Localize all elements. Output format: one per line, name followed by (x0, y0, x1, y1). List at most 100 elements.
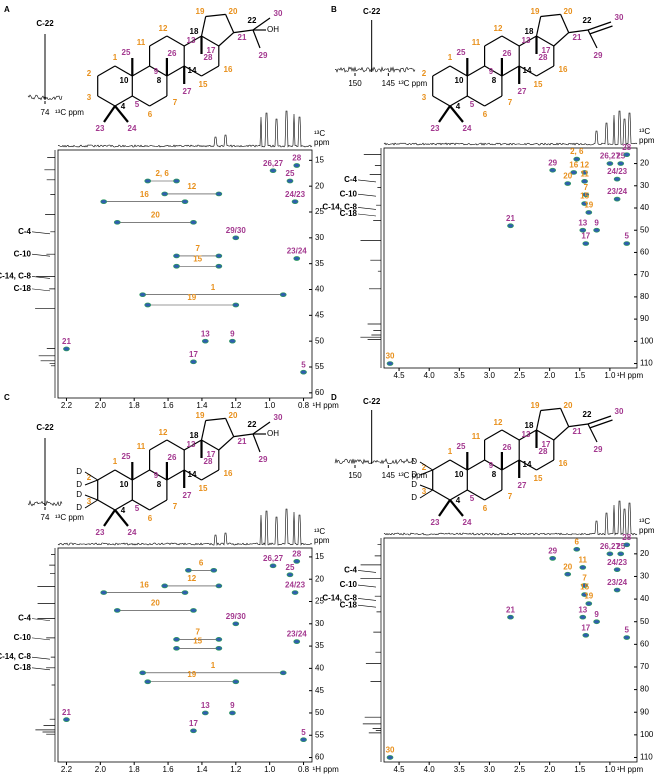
x-unit: ¹H ppm (617, 765, 644, 774)
bond (183, 65, 202, 77)
atom-label: 6 (483, 110, 488, 119)
atom-label: 4 (121, 506, 126, 515)
y-tick-label: 60 (315, 753, 324, 762)
bond (540, 407, 561, 412)
atom-label: 25 (457, 442, 466, 451)
cross-peak (190, 608, 197, 613)
peak-label: 7 (582, 574, 587, 583)
x-tick-label: 0.8 (298, 765, 310, 774)
x-tick-label: 2.0 (544, 765, 556, 774)
peak-label: 16 (140, 190, 149, 199)
peak-label: 5 (625, 626, 630, 635)
carbon-leader (31, 637, 51, 641)
y-unit-bottom: ppm (314, 536, 330, 545)
atom-label: 17 (542, 440, 551, 449)
carbon-leader (357, 213, 377, 217)
hydroxyl-label: OH (267, 429, 279, 438)
peak-label: 5 (301, 360, 306, 369)
peak-label: 28 (292, 549, 301, 558)
bond (501, 35, 520, 47)
inset-unit: ¹³C ppm (398, 471, 427, 480)
carbon-projection (360, 148, 382, 368)
atom-label: 1 (113, 457, 118, 466)
peak-label: 24/23 (607, 167, 628, 176)
cross-peak (229, 710, 236, 716)
cross-peak (161, 583, 169, 589)
cross-peak (215, 637, 223, 642)
bond (200, 16, 207, 37)
cross-peak (232, 621, 240, 627)
y-unit-top: ¹³C (639, 127, 650, 136)
bond (536, 459, 555, 471)
bond (587, 29, 598, 49)
bond (97, 469, 116, 481)
deuterium-label: D (76, 503, 82, 512)
atom-label: 1 (113, 53, 118, 62)
inset-trace (334, 458, 416, 465)
inset-tick-label: 145 (382, 471, 396, 480)
bond (438, 105, 451, 123)
carbon-label: C-4 (344, 566, 357, 575)
bond (540, 13, 561, 18)
carbon-leader (31, 253, 51, 257)
bond (166, 35, 185, 47)
atom-label: 7 (173, 502, 178, 511)
bond (438, 499, 451, 517)
bond (484, 489, 503, 501)
carbon-label: C-10 (14, 633, 32, 642)
x-tick-label: 1.4 (196, 765, 208, 774)
bond (183, 439, 202, 451)
cross-peak (613, 567, 621, 573)
cross-peak (232, 235, 240, 241)
cross-peak (232, 679, 240, 685)
peak-label: 24/23 (607, 558, 628, 567)
peak-label: 21 (506, 214, 515, 223)
bond (589, 419, 613, 429)
cross-peak (300, 369, 307, 375)
bond (252, 421, 271, 435)
peak-label: 26,27 (600, 152, 621, 161)
atom-label: 5 (470, 494, 475, 503)
peak-label: 25 (616, 542, 625, 551)
cross-peak (300, 737, 307, 743)
atom-label: 1 (448, 53, 453, 62)
cross-peak (623, 152, 631, 158)
cross-peak (582, 241, 590, 246)
peak-label: 9 (230, 701, 235, 710)
x-tick-label: 1.4 (196, 401, 208, 410)
atom-label: 4 (456, 102, 461, 111)
panel-letter: D (331, 393, 337, 402)
panel-letter: A (4, 5, 10, 14)
carbon-label: C-14, C-8 (322, 594, 357, 603)
atom-label: 5 (135, 504, 140, 513)
bond (432, 65, 451, 77)
peak-label: 30 (386, 352, 395, 361)
cross-peak (173, 637, 180, 642)
bond (84, 471, 98, 481)
y-unit-top: ¹³C (314, 527, 325, 536)
x-tick-label: 1.8 (129, 401, 141, 410)
bond (114, 65, 133, 77)
atom-label: 8 (157, 76, 162, 85)
cross-peak (581, 170, 588, 175)
carbon-leader (31, 276, 51, 279)
peak-label: 29 (548, 546, 557, 555)
atom-label: 28 (204, 457, 213, 466)
x-tick-label: 2.0 (95, 765, 107, 774)
atom-label: 8 (492, 470, 497, 479)
bond (131, 65, 150, 77)
inset-label: C-22 (363, 7, 381, 16)
x-tick-label: 1.6 (163, 765, 175, 774)
y-tick-label: 50 (315, 336, 324, 345)
atom-label: 18 (190, 27, 199, 36)
cross-peak (173, 178, 180, 184)
atom-label: 15 (534, 474, 543, 483)
y-tick-label: 30 (315, 233, 324, 242)
bond (449, 459, 468, 471)
bond (166, 439, 185, 451)
bond (252, 29, 261, 49)
deuterium-label: D (411, 470, 417, 479)
cross-peak (291, 590, 299, 595)
peak-label: 1 (211, 661, 216, 670)
